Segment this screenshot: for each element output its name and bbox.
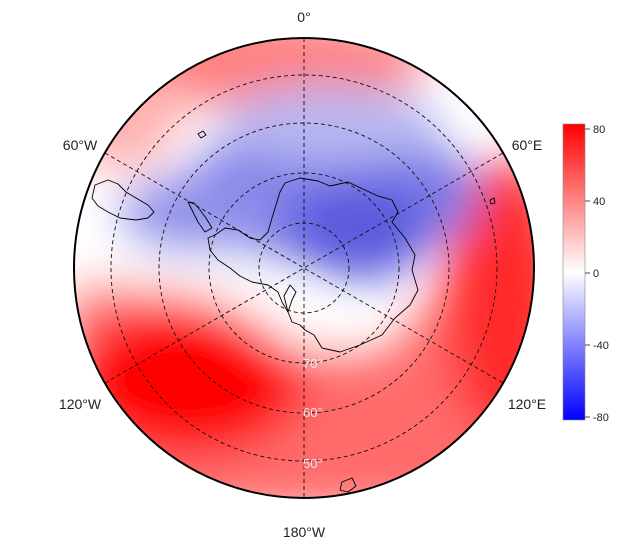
colorbar-gradient [563, 124, 585, 420]
anomaly-field [74, 38, 534, 498]
lon-label-120w: 120°W [59, 396, 102, 412]
small-island-coastline [197, 130, 207, 139]
map-border [73, 37, 535, 499]
lon-label-180w: 180°W [283, 524, 326, 540]
lon-label-0: 0° [297, 9, 310, 25]
colorbar-tick-label: 0 [593, 268, 599, 280]
antarctic-peninsula-coastline [187, 201, 213, 233]
colorbar: 80 40 0 -40 -80 [562, 123, 609, 424]
lat-label-60: 60° [303, 405, 323, 420]
new-zealand-coastline [339, 477, 357, 493]
ross-ice-shelf-coastline [283, 284, 297, 313]
coastlines [91, 130, 496, 493]
colorbar-tick-label: 80 [593, 124, 605, 136]
lat-label-70: 70° [303, 356, 323, 371]
antarctica-coastline [207, 177, 419, 353]
colorbar-tick-label: -40 [593, 340, 609, 352]
lon-label-60e: 60°E [512, 137, 543, 153]
colorbar-tick-label: -80 [593, 412, 609, 424]
colorbar-tick-label: 40 [593, 196, 605, 208]
south-america-coastline [91, 179, 155, 221]
lat-label-50: 50° [303, 456, 323, 471]
subantarctic-island-coastline [489, 197, 496, 205]
lon-label-120e: 120°E [508, 396, 546, 412]
graticule [104, 38, 504, 498]
lon-label-60w: 60°W [63, 137, 98, 153]
